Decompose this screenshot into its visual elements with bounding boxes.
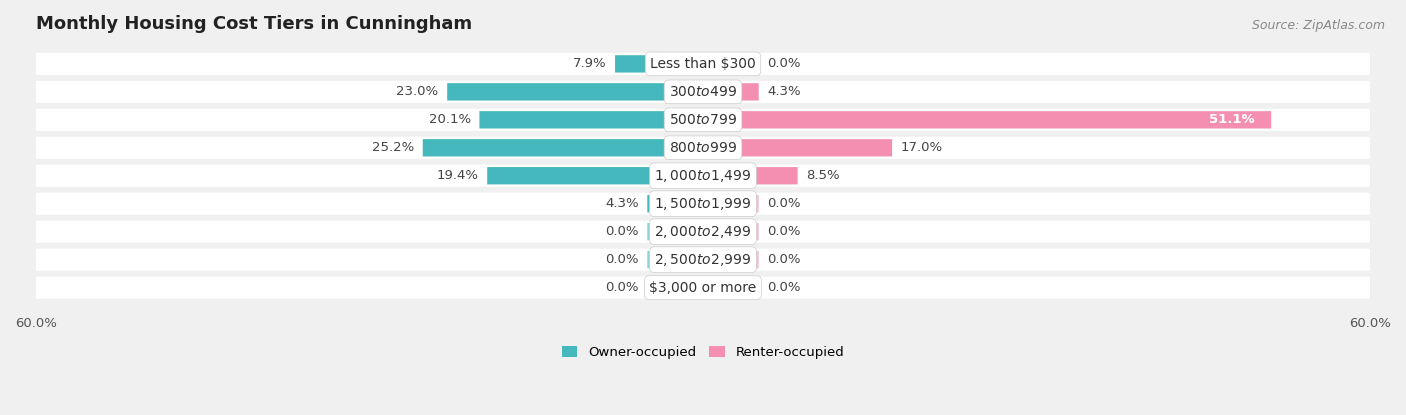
FancyBboxPatch shape: [703, 167, 797, 184]
FancyBboxPatch shape: [703, 223, 759, 240]
FancyBboxPatch shape: [647, 279, 703, 296]
FancyBboxPatch shape: [703, 195, 759, 212]
Text: 0.0%: 0.0%: [768, 225, 801, 238]
FancyBboxPatch shape: [35, 276, 1371, 299]
Text: Source: ZipAtlas.com: Source: ZipAtlas.com: [1251, 19, 1385, 32]
FancyBboxPatch shape: [703, 251, 759, 269]
FancyBboxPatch shape: [703, 83, 759, 100]
Text: 7.9%: 7.9%: [572, 57, 606, 71]
FancyBboxPatch shape: [703, 111, 1271, 129]
Text: 8.5%: 8.5%: [807, 169, 839, 182]
Text: 0.0%: 0.0%: [605, 225, 638, 238]
FancyBboxPatch shape: [35, 193, 1371, 215]
Text: 0.0%: 0.0%: [768, 57, 801, 71]
Text: 0.0%: 0.0%: [768, 281, 801, 294]
Text: $2,500 to $2,999: $2,500 to $2,999: [654, 251, 752, 268]
FancyBboxPatch shape: [703, 139, 893, 156]
FancyBboxPatch shape: [488, 167, 703, 184]
Text: $2,000 to $2,499: $2,000 to $2,499: [654, 224, 752, 240]
Text: 0.0%: 0.0%: [768, 253, 801, 266]
Text: $300 to $499: $300 to $499: [669, 85, 737, 99]
FancyBboxPatch shape: [35, 81, 1371, 103]
FancyBboxPatch shape: [447, 83, 703, 100]
Text: 4.3%: 4.3%: [605, 197, 638, 210]
Text: 0.0%: 0.0%: [605, 253, 638, 266]
Text: 0.0%: 0.0%: [605, 281, 638, 294]
Text: Less than $300: Less than $300: [650, 57, 756, 71]
Text: $800 to $999: $800 to $999: [669, 141, 737, 155]
FancyBboxPatch shape: [703, 55, 759, 73]
FancyBboxPatch shape: [423, 139, 703, 156]
Text: 20.1%: 20.1%: [429, 113, 471, 126]
FancyBboxPatch shape: [35, 249, 1371, 271]
Legend: Owner-occupied, Renter-occupied: Owner-occupied, Renter-occupied: [557, 341, 849, 364]
Text: 4.3%: 4.3%: [768, 85, 801, 98]
Text: 17.0%: 17.0%: [901, 141, 943, 154]
Text: Monthly Housing Cost Tiers in Cunningham: Monthly Housing Cost Tiers in Cunningham: [37, 15, 472, 33]
FancyBboxPatch shape: [614, 55, 703, 73]
Text: 23.0%: 23.0%: [396, 85, 439, 98]
Text: 25.2%: 25.2%: [371, 141, 413, 154]
FancyBboxPatch shape: [35, 109, 1371, 131]
FancyBboxPatch shape: [35, 137, 1371, 159]
FancyBboxPatch shape: [647, 223, 703, 240]
FancyBboxPatch shape: [647, 251, 703, 269]
Text: 0.0%: 0.0%: [768, 197, 801, 210]
FancyBboxPatch shape: [35, 165, 1371, 187]
FancyBboxPatch shape: [35, 221, 1371, 243]
Text: $1,000 to $1,499: $1,000 to $1,499: [654, 168, 752, 184]
Text: $3,000 or more: $3,000 or more: [650, 281, 756, 295]
Text: $500 to $799: $500 to $799: [669, 113, 737, 127]
FancyBboxPatch shape: [35, 53, 1371, 75]
FancyBboxPatch shape: [479, 111, 703, 129]
Text: $1,500 to $1,999: $1,500 to $1,999: [654, 196, 752, 212]
FancyBboxPatch shape: [703, 279, 759, 296]
FancyBboxPatch shape: [647, 195, 703, 212]
Text: 51.1%: 51.1%: [1209, 113, 1254, 126]
Text: 19.4%: 19.4%: [436, 169, 478, 182]
